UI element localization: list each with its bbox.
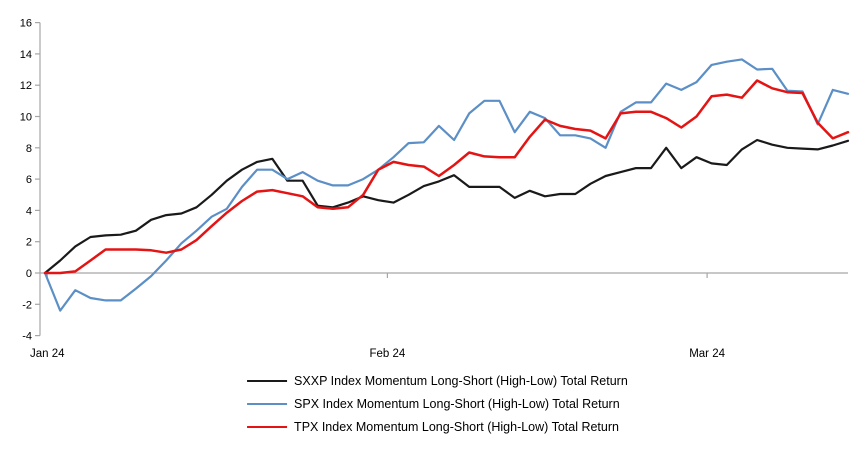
- y-axis-tick-label: 16: [20, 18, 32, 30]
- legend-item-tpx: TPX Index Momentum Long-Short (High-Low)…: [247, 418, 628, 436]
- chart-area: 16 14 12 10 8 6 4 2 0 -2 -4 Jan 24 Feb 24 Mar 24: [20, 18, 850, 360]
- y-axis-tick-label: 6: [26, 174, 32, 186]
- x-axis-tick-label: Jan 24: [30, 348, 65, 360]
- x-axis-tick-label: Mar 24: [689, 348, 725, 360]
- y-axis-tick-label: 0: [26, 268, 32, 280]
- legend-label-spx: SPX Index Momentum Long-Short (High-Low)…: [294, 397, 620, 411]
- legend-swatch-tpx: [247, 426, 288, 428]
- x-axis-tick-label: Feb 24: [370, 348, 406, 360]
- legend-label-tpx: TPX Index Momentum Long-Short (High-Low)…: [294, 420, 619, 434]
- y-axis-tick-label: 14: [20, 49, 32, 61]
- y-axis-tick-label: 2: [26, 237, 32, 249]
- y-axis-tick-label: 4: [26, 205, 32, 217]
- y-axis-tick-label: 12: [20, 80, 32, 92]
- legend-item-sxxp: SXXP Index Momentum Long-Short (High-Low…: [247, 372, 628, 390]
- momentum-chart: 16 14 12 10 8 6 4 2 0 -2 -4 Jan 24 Feb 24 Mar 24: [20, 18, 850, 360]
- y-axis-tick-label: -4: [22, 331, 32, 343]
- legend-label-sxxp: SXXP Index Momentum Long-Short (High-Low…: [294, 374, 628, 388]
- series-line-spx: [43, 58, 850, 312]
- series-line-sxxp: [43, 138, 850, 275]
- legend-swatch-sxxp: [247, 380, 288, 382]
- series-line-tpx: [43, 79, 850, 275]
- chart-legend: SXXP Index Momentum Long-Short (High-Low…: [247, 372, 628, 436]
- legend-swatch-spx: [247, 403, 288, 405]
- y-axis-tick-label: -2: [22, 299, 32, 311]
- legend-item-spx: SPX Index Momentum Long-Short (High-Low)…: [247, 395, 628, 413]
- y-axis-tick-label: 8: [26, 143, 32, 155]
- y-axis-tick-label: 10: [20, 112, 32, 124]
